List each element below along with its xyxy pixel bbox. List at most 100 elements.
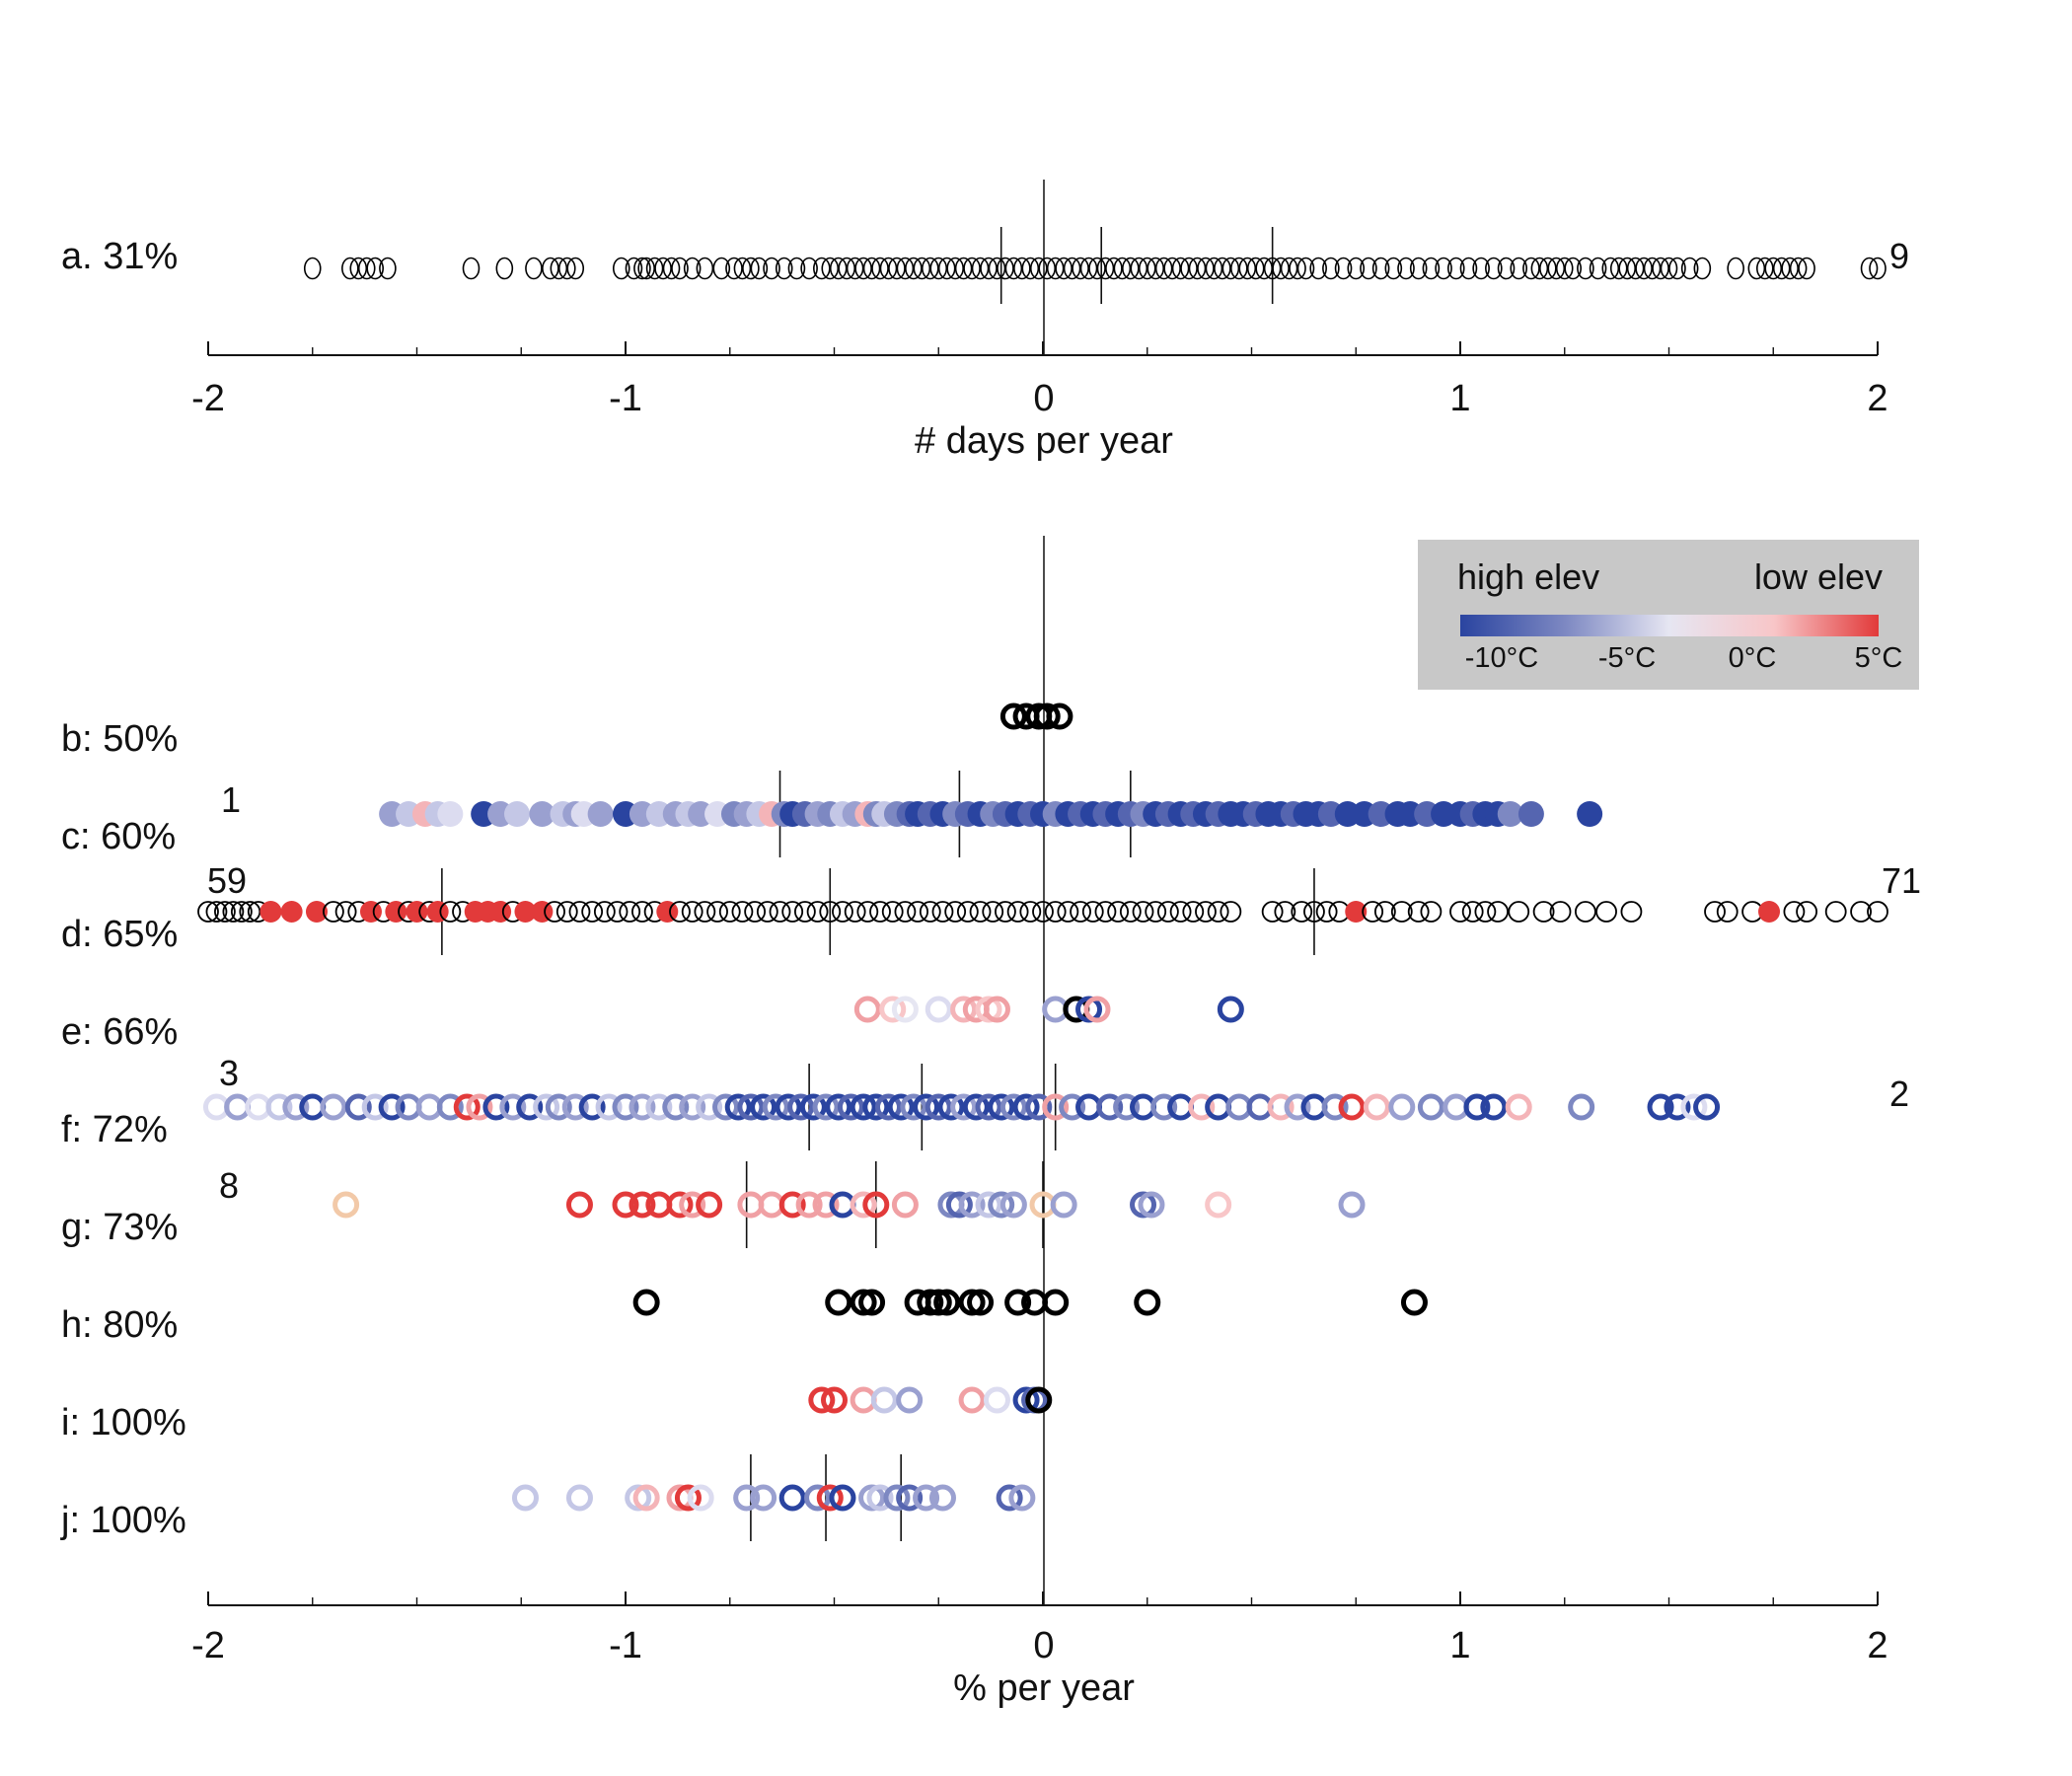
data-point [344,1093,372,1121]
data-point [1487,901,1509,923]
data-point [1680,257,1699,280]
data-point [282,1093,310,1121]
data-point [1388,1093,1416,1121]
data-point [280,901,303,923]
data-point [1081,901,1104,923]
data-point [931,901,954,923]
data-point [795,1191,823,1219]
data-point [854,257,872,280]
data-point [958,1386,986,1414]
data-point [1246,257,1265,280]
right-count-f: 2 [1889,1073,1909,1114]
data-point [1105,257,1123,280]
data-point [1195,901,1217,923]
data-point [1334,257,1353,280]
data-point [544,901,565,923]
data-point [265,1093,293,1121]
data-point [1798,257,1815,280]
data-point [669,901,691,923]
data-point [696,1191,723,1219]
data-point [1029,257,1048,280]
data-point [850,1191,877,1219]
data-point [1577,801,1603,827]
data-point [1400,1289,1428,1316]
data-point [1409,257,1428,280]
row-label-g: g: 73% [61,1207,178,1248]
data-point [946,257,964,280]
data-point [606,901,629,923]
data-point [1459,257,1478,280]
data-point [499,1093,527,1121]
data-point [1446,257,1465,280]
data-point [996,1484,1023,1512]
data-point [557,257,576,280]
data-point [975,996,1002,1023]
data-point [1867,901,1888,923]
data-point [1038,257,1057,280]
data-point [629,1093,656,1121]
data-point [1046,703,1073,730]
data-point [1704,901,1726,923]
data-point [806,901,829,923]
data-point [919,901,941,923]
data-point [1384,257,1403,280]
data-point [1171,257,1190,280]
data-point [466,1093,493,1121]
data-point [593,901,616,923]
data-point [239,901,261,923]
data-point [568,901,591,923]
data-point [1033,703,1061,730]
data-point [1664,1093,1691,1121]
data-point [1169,901,1192,923]
data-point [679,1093,706,1121]
data-point [967,1289,995,1316]
row-label-f: f: 72% [61,1109,168,1150]
data-point [971,257,990,280]
data-point [950,996,978,1023]
data-point [1338,1093,1366,1121]
data-point [1635,257,1653,280]
data-point [1075,996,1103,1023]
right-count-a: 9 [1889,236,1909,276]
data-point [565,1191,593,1219]
data-point [612,1191,639,1219]
data-point [366,257,385,280]
data-point [896,1484,924,1512]
data-point [1532,901,1555,923]
data-point [821,1386,848,1414]
data-point [829,1484,856,1512]
data-point [1274,901,1296,923]
data-point [1517,801,1544,827]
panel-b-j: b: 50% c: 60% d: 65% e: 66% f: 72% g: 73… [60,536,1921,1709]
data-point [197,901,219,923]
data-point [656,901,679,923]
panel-a: a. 31% 9 -2 -1 0 1 2 # days per year [61,180,1909,462]
data-point [1070,901,1091,923]
data-point [1096,1093,1124,1121]
data-point [1609,257,1628,280]
legend-tick-3: 5°C [1855,642,1903,674]
data-point [879,996,907,1023]
data-point [1338,1191,1366,1219]
data-point [531,901,554,923]
data-point [1347,257,1366,280]
data-point [1407,901,1430,923]
data-point [633,257,651,280]
data-point [595,1093,623,1121]
data-point [846,257,864,280]
data-point [1025,1093,1053,1121]
data-point [870,1386,898,1414]
data-point [1575,901,1596,923]
row-label-e: e: 66% [61,1011,178,1053]
data-point [958,1191,986,1219]
quartile-marks-b [441,771,1315,1541]
data-point [1289,257,1306,280]
data-point [357,257,376,280]
data-point [1122,257,1140,280]
data-point [625,257,643,280]
data-point [1530,257,1549,280]
data-point [1079,257,1098,280]
data-point [222,901,245,923]
data-point [778,1191,806,1219]
data-point [1601,257,1620,280]
